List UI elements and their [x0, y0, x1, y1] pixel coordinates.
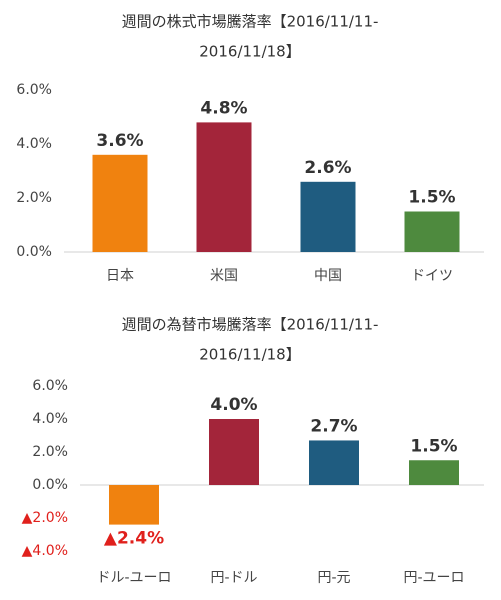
value-label: 1.5% — [410, 436, 457, 456]
y-tick-label: 6.0% — [16, 82, 52, 98]
x-tick-label: 米国 — [210, 268, 238, 284]
x-tick-label: ドイツ — [411, 268, 453, 284]
value-label: 4.8% — [200, 98, 247, 118]
chart-title: 週間の株式市場騰落率【2016/11/11- — [122, 13, 379, 31]
bar — [300, 181, 356, 252]
value-label: 4.0% — [210, 395, 257, 415]
value-label: 2.7% — [310, 416, 357, 436]
bar — [404, 211, 460, 252]
bar — [409, 460, 459, 485]
y-tick-label: 4.0% — [32, 411, 68, 427]
x-tick-label: 円-元 — [317, 570, 350, 586]
value-label: 1.5% — [408, 188, 455, 208]
bar — [209, 419, 259, 485]
y-tick-label: 4.0% — [16, 136, 52, 152]
value-label: ▲2.4% — [104, 529, 164, 549]
x-tick-label: 円-ユーロ — [403, 570, 464, 586]
x-tick-label: 中国 — [314, 268, 342, 284]
y-tick-label: 2.0% — [16, 190, 52, 206]
y-tick-label: 2.0% — [32, 444, 68, 460]
chart-title: 2016/11/18】 — [199, 346, 300, 364]
bar — [196, 122, 252, 253]
x-tick-label: 円-ドル — [210, 570, 257, 586]
bar — [109, 485, 159, 525]
y-tick-label: 6.0% — [32, 378, 68, 394]
bar — [92, 154, 148, 252]
value-label: 3.6% — [96, 131, 143, 151]
chart-title: 週間の為替市場騰落率【2016/11/11- — [122, 316, 379, 334]
x-tick-label: 日本 — [106, 268, 134, 284]
y-tick-label: 0.0% — [32, 477, 68, 493]
chart-title: 2016/11/18】 — [199, 43, 300, 61]
value-label: 2.6% — [304, 158, 351, 178]
y-tick-label: ▲2.0% — [22, 510, 68, 526]
y-tick-label: 0.0% — [16, 244, 52, 260]
x-tick-label: ドル-ユーロ — [96, 570, 171, 586]
y-tick-label: ▲4.0% — [22, 543, 68, 559]
bar — [309, 440, 359, 485]
